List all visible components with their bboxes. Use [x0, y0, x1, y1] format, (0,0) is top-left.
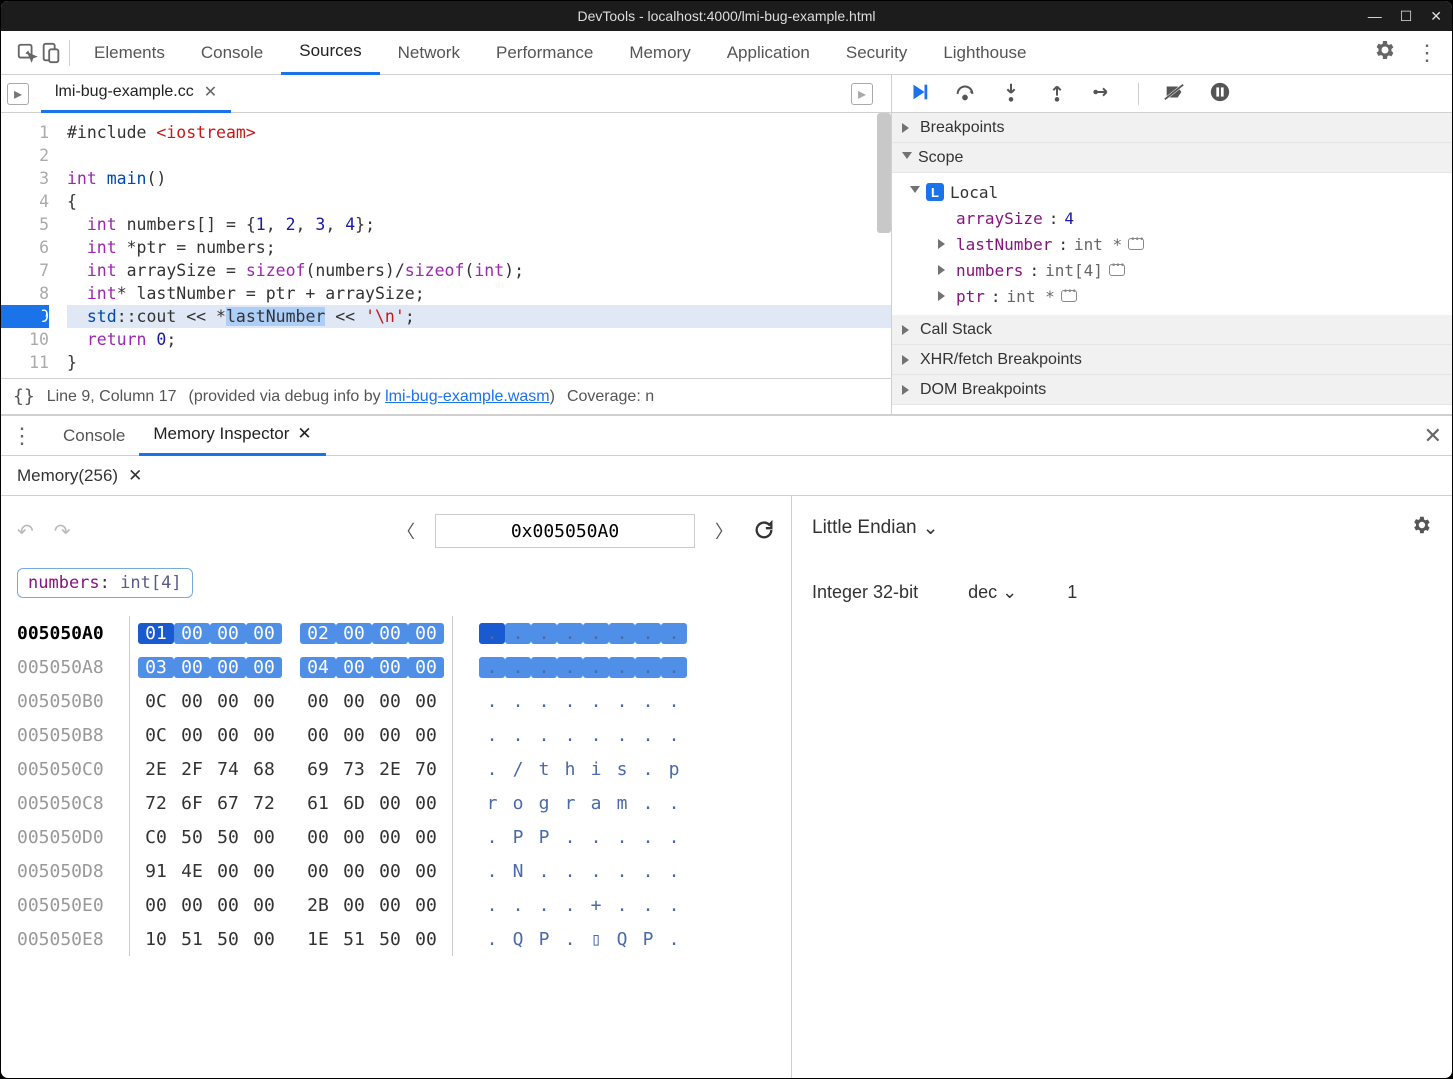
scope-local-label: Local: [950, 183, 998, 202]
int-format-select[interactable]: dec ⌄: [968, 582, 1017, 603]
hex-row[interactable]: 005050B80C00000000000000........: [17, 718, 775, 752]
window-title: DevTools - localhost:4000/lmi-bug-exampl…: [577, 8, 875, 24]
cursor-position: Line 9, Column 17: [47, 388, 177, 406]
main-tab-network[interactable]: Network: [380, 31, 478, 75]
next-page-icon[interactable]: 〉: [715, 518, 733, 544]
hex-row[interactable]: 005050A80300000004000000........: [17, 650, 775, 684]
int-value: 1: [1067, 582, 1077, 603]
nav-panel-icon[interactable]: ▸: [7, 83, 29, 105]
memory-tab[interactable]: Memory(256): [17, 466, 118, 486]
close-icon[interactable]: ✕: [1430, 8, 1442, 25]
hex-row[interactable]: 005050E8105150001E515000.QP.▯QP.: [17, 922, 775, 956]
scope-local[interactable]: LLocal: [910, 179, 1452, 205]
settings-icon[interactable]: [1410, 514, 1432, 542]
deactivate-breakpoints-icon[interactable]: [1163, 81, 1185, 106]
close-tab-icon[interactable]: ✕: [204, 82, 217, 102]
hex-row[interactable]: 005050B00C00000000000000........: [17, 684, 775, 718]
file-tab[interactable]: lmi-bug-example.cc ✕: [41, 75, 231, 113]
hex-row[interactable]: 005050D8914E000000000000.N......: [17, 854, 775, 888]
settings-icon[interactable]: [1372, 38, 1396, 67]
refresh-icon[interactable]: [753, 519, 775, 544]
prev-page-icon[interactable]: 〈: [397, 518, 415, 544]
step-out-icon[interactable]: [1046, 81, 1068, 106]
chevron-down-icon[interactable]: ⌄: [923, 517, 939, 540]
int-type-label: Integer 32-bit: [812, 582, 918, 603]
main-tab-performance[interactable]: Performance: [478, 31, 611, 75]
minimize-icon[interactable]: —: [1368, 8, 1382, 25]
main-tab-lighthouse[interactable]: Lighthouse: [925, 31, 1044, 75]
main-tab-console[interactable]: Console: [183, 31, 281, 75]
scope-var-arraySize[interactable]: arraySize: 4: [938, 205, 1452, 231]
main-tab-application[interactable]: Application: [709, 31, 828, 75]
scope-var-lastNumber[interactable]: lastNumber: int *: [938, 231, 1452, 257]
callstack-panel-header[interactable]: Call Stack: [892, 315, 1452, 345]
drawer-tab-console[interactable]: Console: [49, 416, 139, 456]
hex-viewer[interactable]: 005050A00100000002000000........005050A8…: [17, 616, 775, 956]
coverage-label: Coverage: n: [567, 388, 654, 406]
drawer-menu-icon[interactable]: ⋮: [11, 423, 33, 449]
scope-var-ptr[interactable]: ptr: int *: [938, 283, 1452, 309]
dom-panel-header[interactable]: DOM Breakpoints: [892, 375, 1452, 405]
scope-var-numbers[interactable]: numbers: int[4]: [938, 257, 1452, 283]
inspect-icon[interactable]: [15, 41, 39, 65]
file-tab-bar: ▸ lmi-bug-example.cc ✕ ▸: [1, 75, 891, 113]
window-titlebar: DevTools - localhost:4000/lmi-bug-exampl…: [1, 1, 1452, 31]
close-icon[interactable]: ✕: [297, 424, 311, 444]
resume-icon[interactable]: [908, 81, 930, 106]
hex-row[interactable]: 005050A00100000002000000........: [17, 616, 775, 650]
reveal-memory-icon[interactable]: [1128, 238, 1144, 250]
hex-row[interactable]: 005050C02E2F746869732E70./this.p: [17, 752, 775, 786]
debug-info-source: (provided via debug info by lmi-bug-exam…: [189, 388, 555, 406]
reveal-memory-icon[interactable]: [1061, 290, 1077, 302]
history-fwd-icon[interactable]: ↷: [54, 519, 71, 544]
drawer-tab-bar: ⋮ Console Memory Inspector✕ ✕: [1, 416, 1452, 456]
drawer-tab-memory-inspector[interactable]: Memory Inspector✕: [139, 416, 325, 456]
main-tab-security[interactable]: Security: [828, 31, 925, 75]
main-tab-bar: ElementsConsoleSourcesNetworkPerformance…: [1, 31, 1452, 75]
scrollbar-thumb[interactable]: [877, 113, 891, 233]
step-icon[interactable]: [1092, 81, 1114, 106]
snippets-icon[interactable]: ▸: [851, 83, 873, 105]
scope-panel-header[interactable]: Scope: [892, 143, 1452, 173]
main-tab-memory[interactable]: Memory: [611, 31, 708, 75]
memory-tab-bar: Memory(256) ✕: [1, 456, 1452, 496]
main-tab-sources[interactable]: Sources: [281, 31, 379, 75]
wasm-link[interactable]: lmi-bug-example.wasm: [385, 388, 550, 405]
xhr-panel-header[interactable]: XHR/fetch Breakpoints: [892, 345, 1452, 375]
history-back-icon[interactable]: ↶: [17, 519, 34, 544]
hex-row[interactable]: 005050E0000000002B000000....+...: [17, 888, 775, 922]
endian-select[interactable]: Little Endian: [812, 517, 917, 539]
close-icon[interactable]: ✕: [128, 466, 142, 486]
hex-row[interactable]: 005050C8726F6772616D0000rogram..: [17, 786, 775, 820]
editor-status-bar: {} Line 9, Column 17 (provided via debug…: [1, 378, 891, 414]
device-icon[interactable]: [39, 41, 63, 65]
pause-exceptions-icon[interactable]: [1209, 81, 1231, 106]
file-tab-label: lmi-bug-example.cc: [55, 83, 194, 101]
debugger-toolbar: [892, 75, 1452, 113]
address-input[interactable]: [435, 514, 695, 548]
hex-row[interactable]: 005050D0C050500000000000.PP.....: [17, 820, 775, 854]
step-over-icon[interactable]: [954, 81, 976, 106]
main-tab-elements[interactable]: Elements: [76, 31, 183, 75]
highlighted-object-chip[interactable]: numbers: int[4]: [17, 568, 193, 598]
maximize-icon[interactable]: ☐: [1400, 8, 1413, 25]
more-icon[interactable]: ⋮: [1416, 40, 1438, 66]
format-icon[interactable]: {}: [13, 386, 35, 407]
step-into-icon[interactable]: [1000, 81, 1022, 106]
breakpoints-panel-header[interactable]: Breakpoints: [892, 113, 1452, 143]
reveal-memory-icon[interactable]: [1109, 264, 1125, 276]
drawer-close-icon[interactable]: ✕: [1424, 423, 1442, 449]
source-editor[interactable]: 123456789101112 #include <iostream>int m…: [1, 113, 891, 378]
